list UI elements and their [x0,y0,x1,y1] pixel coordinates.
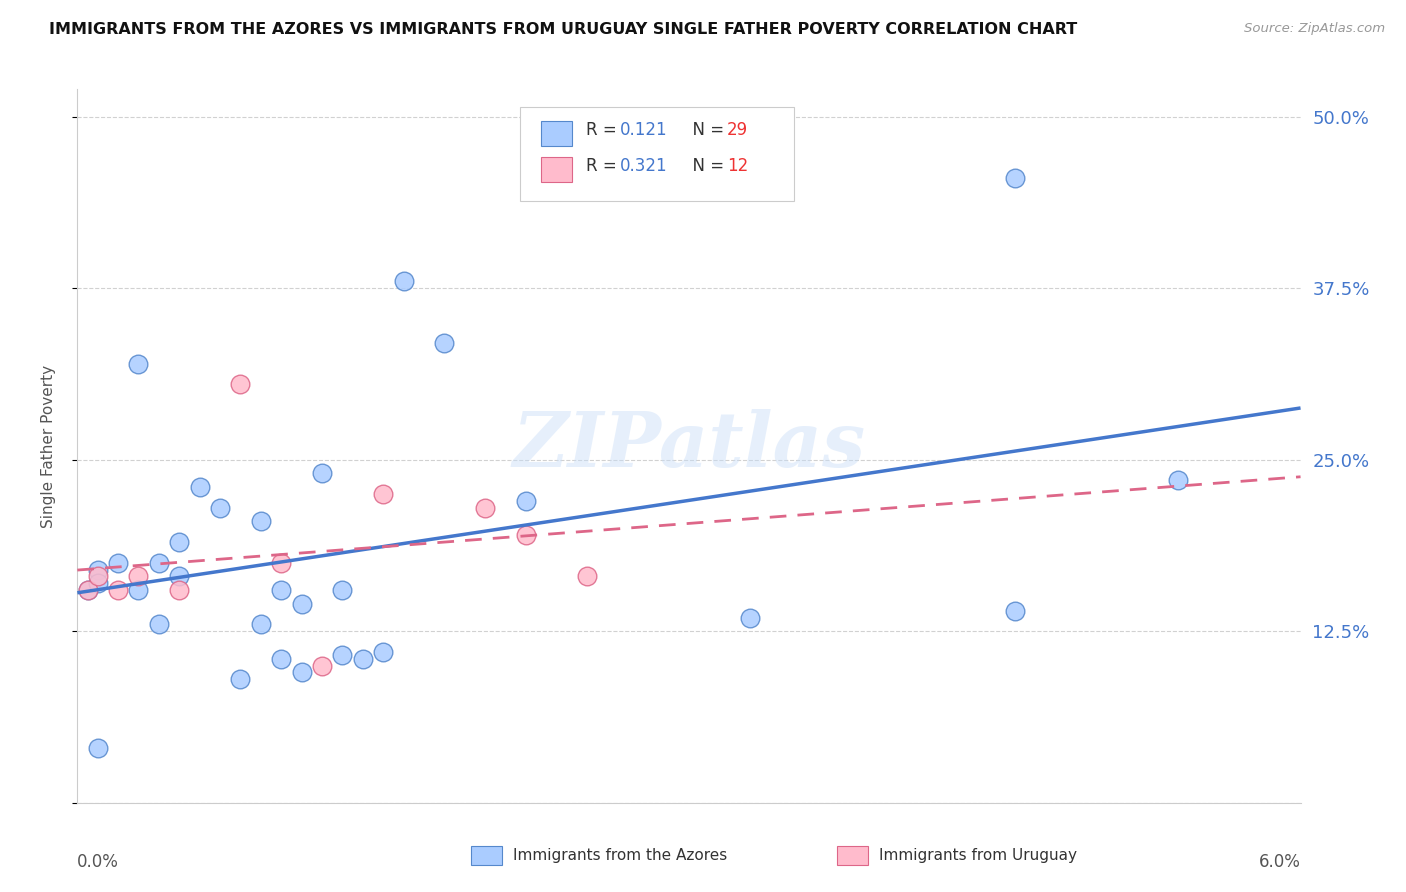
Point [87,740,110,755]
Point [311,658,333,673]
Point [128,357,150,371]
Text: 12: 12 [727,157,748,175]
Point [352,651,374,665]
Point [515,494,537,508]
Point [373,487,395,501]
Text: IMMIGRANTS FROM THE AZORES VS IMMIGRANTS FROM URUGUAY SINGLE FATHER POVERTY CORR: IMMIGRANTS FROM THE AZORES VS IMMIGRANTS… [49,22,1077,37]
Point [291,665,314,680]
Point [76,583,98,598]
Point [87,576,110,591]
Text: 29: 29 [727,121,748,139]
Text: R =: R = [586,157,623,175]
Point [740,610,762,624]
Point [250,617,273,632]
Point [169,583,191,598]
Point [128,569,150,583]
Point [209,500,232,515]
Point [87,562,110,576]
Point [76,583,98,598]
Y-axis label: Single Father Poverty: Single Father Poverty [42,365,56,527]
Point [229,673,252,687]
Point [107,583,129,598]
Text: ZIPatlas: ZIPatlas [512,409,866,483]
Text: Source: ZipAtlas.com: Source: ZipAtlas.com [1244,22,1385,36]
Text: 0.321: 0.321 [620,157,668,175]
Point [1167,473,1189,487]
Text: N =: N = [682,157,730,175]
Point [433,336,456,351]
Text: R =: R = [586,121,623,139]
Point [148,556,170,570]
Point [270,556,292,570]
Point [392,274,415,288]
Point [515,528,537,542]
Text: Immigrants from the Azores: Immigrants from the Azores [513,848,727,863]
Text: 0.121: 0.121 [620,121,668,139]
Text: 6.0%: 6.0% [1258,853,1301,871]
Point [291,597,314,611]
Text: Immigrants from Uruguay: Immigrants from Uruguay [879,848,1077,863]
Point [474,500,496,515]
Point [169,535,191,549]
Point [332,648,354,662]
Point [332,583,354,598]
Point [169,569,191,583]
Point [250,515,273,529]
Point [1004,171,1026,186]
Point [128,583,150,598]
Point [148,617,170,632]
Point [229,377,252,392]
Point [188,480,211,494]
Point [311,467,333,481]
Text: 0.0%: 0.0% [77,853,120,871]
Text: N =: N = [682,121,730,139]
Point [270,583,292,598]
Point [373,645,395,659]
Point [270,651,292,665]
Point [576,569,599,583]
Point [107,556,129,570]
Point [1004,604,1026,618]
Point [87,569,110,583]
